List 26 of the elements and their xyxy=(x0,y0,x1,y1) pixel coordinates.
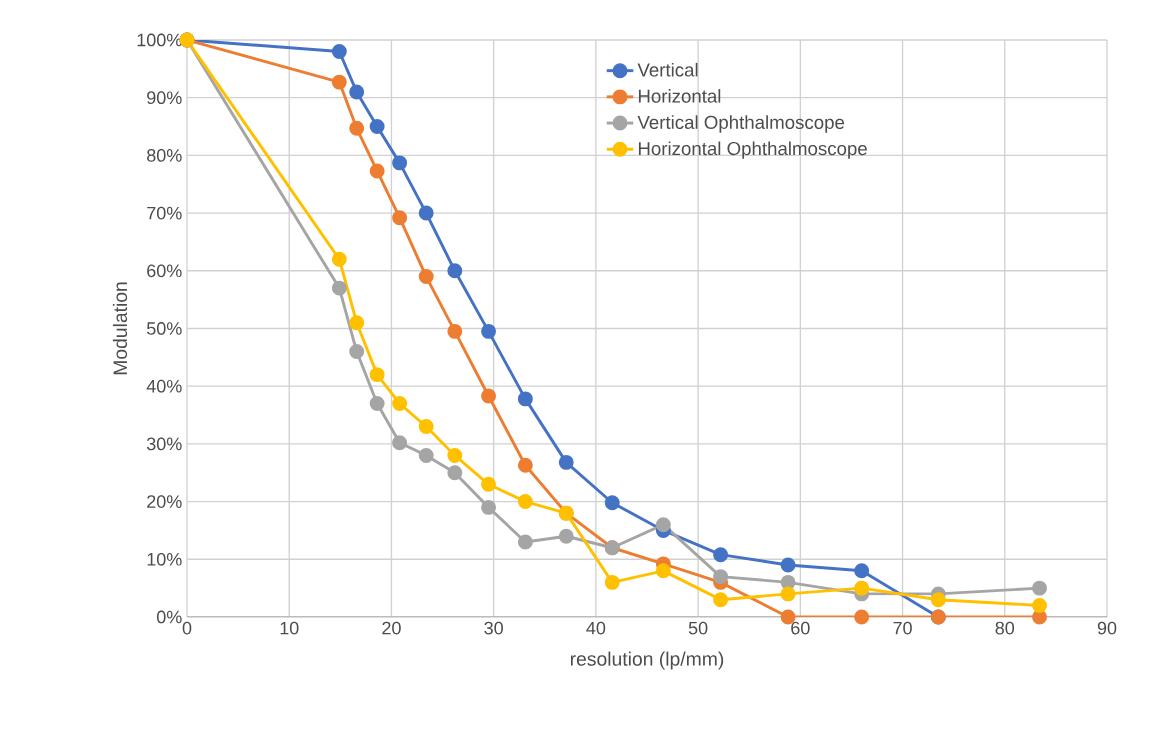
y-tick-label: 0% xyxy=(156,610,182,624)
legend-label: Vertical xyxy=(637,62,698,77)
x-tick-label: 0 xyxy=(182,621,192,635)
y-tick-label: 70% xyxy=(147,206,182,220)
y-tick-label: 20% xyxy=(147,495,182,508)
x-axis-title: resolution (lp/mm) xyxy=(570,651,724,670)
legend-label: Horizontal xyxy=(638,89,721,103)
x-tick-label: 90 xyxy=(1097,621,1117,635)
x-tick-label: 70 xyxy=(893,621,912,635)
y-tick-label: 30% xyxy=(146,437,182,451)
x-tick-label: 20 xyxy=(382,621,401,635)
x-tick-label: 40 xyxy=(586,621,606,635)
y-tick-label: 90% xyxy=(147,91,182,105)
y-tick-label: 80% xyxy=(147,149,182,162)
x-tick-label: 30 xyxy=(484,621,503,635)
y-tick-label: 40% xyxy=(146,379,182,393)
x-tick-label: 10 xyxy=(280,621,299,635)
legend-label: Vertical Ophthalmoscope xyxy=(637,115,845,133)
y-tick-label: 10% xyxy=(147,552,182,566)
y-tick-label: 50% xyxy=(146,322,182,335)
x-tick-label: 50 xyxy=(688,621,708,635)
legend-label: Horizontal Ophthalmoscope xyxy=(638,141,867,159)
x-tick-label: 80 xyxy=(995,621,1015,635)
x-tick-label: 60 xyxy=(791,621,810,635)
y-tick-label: 60% xyxy=(147,264,182,278)
y-axis-title: Modulation xyxy=(112,282,128,375)
